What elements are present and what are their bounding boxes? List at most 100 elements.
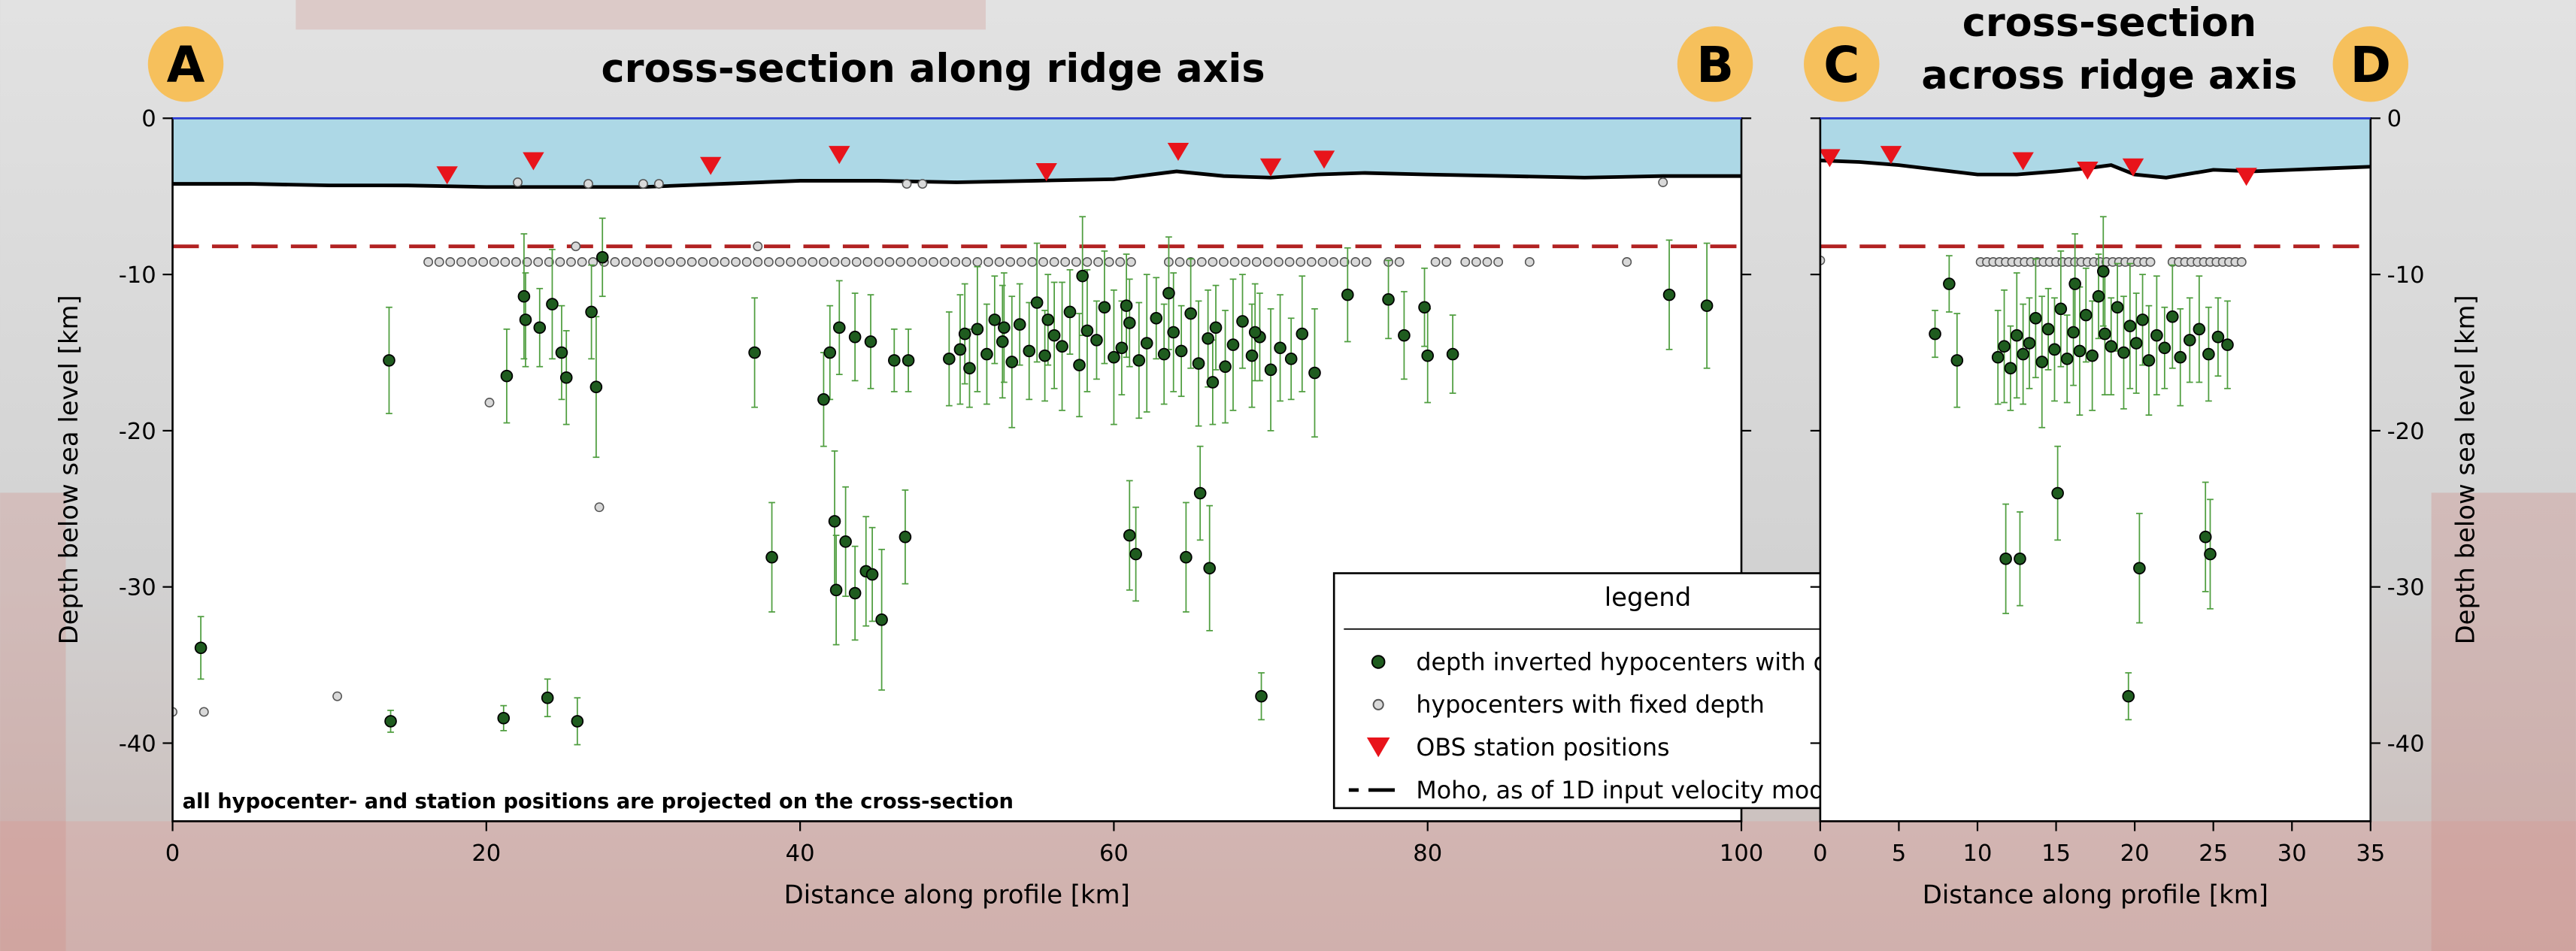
fixed-hypocenter [490, 258, 499, 266]
fixed-hypocenter [1285, 258, 1293, 266]
fixed-hypocenter [665, 258, 674, 266]
hypocenter [899, 532, 911, 543]
hypocenter [2112, 301, 2123, 313]
fixed-hypocenter [1395, 258, 1403, 266]
fixed-hypocenter [951, 258, 959, 266]
hypocenter [1204, 562, 1215, 574]
fixed-hypocenter [1431, 258, 1439, 266]
fixed-hypocenter [1263, 258, 1271, 266]
x-tick-label: 5 [1892, 840, 1906, 867]
hypocenter [831, 584, 842, 595]
hypocenter [2069, 278, 2080, 289]
hypocenter [2124, 320, 2135, 332]
fixed-hypocenter [1220, 258, 1228, 266]
hypocenter [1993, 352, 2004, 363]
hypocenter [971, 323, 983, 335]
fixed-hypocenter [1308, 258, 1316, 266]
x-tick-label: 40 [786, 840, 815, 867]
hypocenter [1296, 329, 1308, 340]
legend-swatch [1372, 656, 1385, 668]
hypocenter [1664, 289, 1675, 301]
hypocenter [1176, 345, 1187, 356]
y-tick-label: -10 [2387, 262, 2425, 289]
fixed-hypocenter [765, 258, 773, 266]
hypocenter [2049, 344, 2060, 355]
hypocenter [2167, 311, 2178, 323]
hypocenter [2062, 353, 2073, 365]
x-tick-label: 20 [2120, 840, 2150, 867]
hypocenter [2011, 330, 2023, 341]
fixed-hypocenter [984, 258, 993, 266]
fixed-hypocenter [512, 258, 520, 266]
hypocenter [766, 552, 777, 563]
fixed-hypocenter [611, 258, 619, 266]
fixed-hypocenter [622, 258, 630, 266]
hypocenter [1150, 313, 1162, 324]
fixed-hypocenter [1296, 258, 1305, 266]
hypocenter [1124, 317, 1135, 329]
fixed-hypocenter [753, 242, 762, 250]
fixed-hypocenter [1253, 258, 1261, 266]
fixed-hypocenter [710, 258, 718, 266]
hypocenter [2213, 332, 2224, 343]
fixed-hypocenter [853, 258, 861, 266]
hypocenter [2074, 345, 2085, 356]
y-axis-label: Depth below sea level [km] [54, 295, 83, 644]
hypocenter [1247, 350, 1258, 362]
fixed-hypocenter [514, 178, 522, 186]
fixed-hypocenter [720, 258, 729, 266]
hypocenter [2024, 338, 2035, 349]
hypocenter [542, 692, 553, 704]
hypocenter [1265, 364, 1277, 375]
hypocenter [571, 716, 583, 727]
fixed-hypocenter [896, 258, 905, 266]
y-axis-label: Depth below sea level [km] [2450, 295, 2480, 644]
fixed-hypocenter [200, 707, 208, 716]
hypocenter [2055, 303, 2066, 314]
fixed-hypocenter [820, 258, 828, 266]
hypocenter [1419, 301, 1430, 313]
hypocenter [1042, 314, 1053, 326]
fixed-hypocenter [699, 258, 707, 266]
hypocenter [2184, 335, 2196, 346]
hypocenter [1023, 345, 1035, 356]
fixed-hypocenter [479, 258, 487, 266]
hypocenter [2203, 349, 2214, 360]
fixed-hypocenter [595, 503, 603, 511]
corner-label: D [2350, 37, 2391, 94]
corner-label: A [167, 37, 205, 94]
hypocenter [1286, 353, 1297, 365]
hypocenter [597, 252, 608, 263]
hypocenter [1702, 300, 1713, 311]
hypocenter [2123, 691, 2134, 702]
fixed-hypocenter [1072, 258, 1080, 266]
legend-label: Moho, as of 1D input velocity model [1416, 777, 1845, 804]
hypocenter [2134, 562, 2145, 574]
fixed-hypocenter [1472, 258, 1480, 266]
hypocenter [1274, 342, 1286, 353]
fixed-hypocenter [1329, 258, 1338, 266]
hypocenter [834, 322, 845, 333]
hypocenter [502, 371, 513, 382]
fixed-hypocenter [1061, 258, 1069, 266]
hypocenter [383, 355, 395, 366]
fixed-hypocenter [1659, 178, 1667, 186]
hypocenter [1256, 691, 1267, 702]
fixed-hypocenter [830, 258, 838, 266]
x-tick-label: 15 [2041, 840, 2071, 867]
x-tick-label: 0 [165, 840, 180, 867]
hypocenter [1130, 549, 1141, 560]
hypocenter [824, 347, 835, 359]
fixed-hypocenter [1028, 258, 1036, 266]
legend-label: OBS station positions [1416, 734, 1669, 762]
hypocenter [1399, 330, 1410, 341]
y-tick-label: -40 [119, 731, 156, 757]
fixed-hypocenter [632, 258, 641, 266]
hypocenter [385, 716, 396, 727]
hypocenter [850, 588, 861, 599]
background-crane [295, 0, 986, 29]
hypocenter [749, 347, 760, 359]
fixed-hypocenter [1362, 258, 1371, 266]
hypocenter [2068, 327, 2079, 338]
fixed-hypocenter [940, 258, 948, 266]
